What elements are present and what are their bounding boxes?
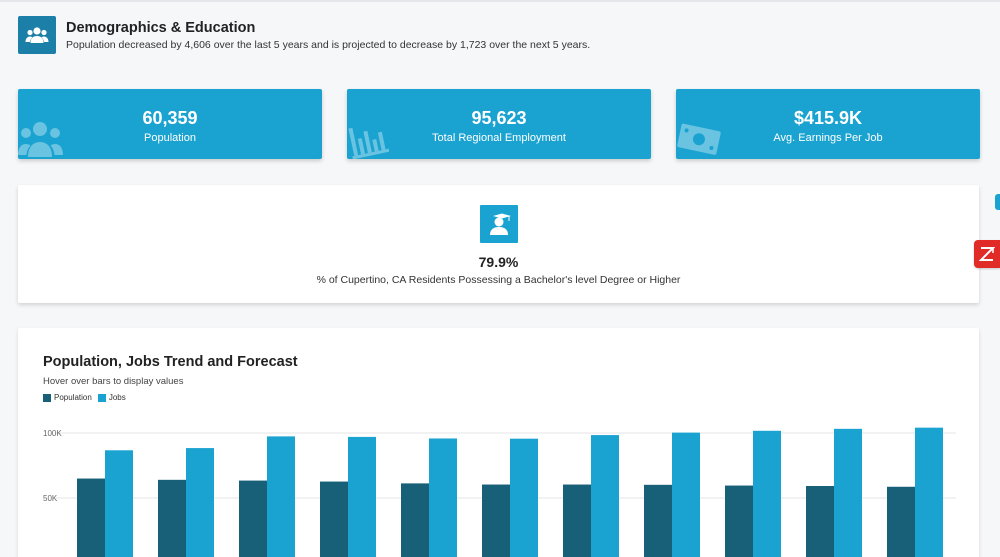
legend-swatch — [97, 393, 106, 402]
bar-jobs[interactable] — [267, 436, 295, 557]
bar-jobs[interactable] — [429, 438, 457, 557]
money-icon — [677, 123, 721, 155]
section-subtitle: Population decreased by 4,606 over the l… — [66, 38, 591, 51]
stat-label: Total Regional Employment — [432, 132, 566, 144]
bar-population[interactable] — [77, 478, 105, 557]
legend-label: Jobs — [108, 393, 126, 402]
bar-jobs[interactable] — [672, 432, 700, 557]
degree-value: 79.9% — [478, 254, 519, 270]
trend-chart: 100K 50K — [43, 427, 956, 557]
bar-population[interactable] — [158, 479, 186, 557]
stat-value: 60,359 — [142, 108, 198, 128]
graduate-icon — [479, 205, 518, 243]
legend-swatch — [43, 393, 51, 402]
trend-chart-card: Population, Jobs Trend and Forecast Hove… — [18, 328, 979, 557]
bar-population[interactable] — [320, 481, 348, 557]
stat-card-employment: 95,623 Total Regional Employment — [347, 89, 651, 159]
chart-subtitle: Hover over bars to display values — [43, 376, 184, 387]
bar-jobs[interactable] — [510, 438, 538, 557]
side-tab[interactable] — [995, 194, 1000, 210]
stat-card-population: 60,359 Population — [18, 89, 322, 159]
legend-item-population[interactable]: Population — [43, 393, 92, 402]
degree-card: 79.9% % of Cupertino, CA Residents Posse… — [18, 185, 979, 303]
stat-label: Population — [144, 132, 196, 144]
bar-jobs[interactable] — [348, 436, 376, 557]
stat-value: 95,623 — [471, 108, 527, 128]
bar-jobs[interactable] — [591, 435, 619, 557]
degree-label: % of Cupertino, CA Residents Possessing … — [316, 274, 681, 286]
bar-jobs[interactable] — [753, 430, 781, 557]
bar-jobs[interactable] — [915, 427, 943, 557]
top-border — [0, 0, 1000, 2]
bar-population[interactable] — [401, 483, 429, 557]
zoom-button[interactable] — [974, 240, 1000, 268]
bar-population[interactable] — [806, 485, 834, 557]
bar-jobs[interactable] — [186, 448, 214, 557]
stat-label: Avg. Earnings Per Job — [773, 132, 883, 144]
stat-value: $415.9K — [793, 108, 863, 128]
bar-population[interactable] — [725, 485, 753, 557]
bar-population[interactable] — [482, 484, 510, 557]
bar-jobs[interactable] — [834, 428, 862, 557]
legend-label: Population — [54, 393, 92, 402]
stat-card-earnings: $415.9K Avg. Earnings Per Job — [676, 89, 980, 159]
bar-population[interactable] — [239, 480, 267, 557]
bar-jobs[interactable] — [105, 450, 133, 557]
section-title: Demographics & Education — [66, 19, 256, 36]
people-icon — [18, 16, 56, 54]
chart-legend: Population Jobs — [43, 393, 132, 402]
bar-chart-icon — [348, 127, 389, 159]
y-tick-label: 50K — [43, 494, 58, 503]
y-tick-label: 100K — [43, 429, 62, 438]
bar-population[interactable] — [887, 486, 915, 557]
expand-icon — [979, 247, 995, 261]
legend-item-jobs[interactable]: Jobs — [97, 393, 126, 402]
chart-title: Population, Jobs Trend and Forecast — [43, 354, 298, 370]
section-header: Demographics & Education Population decr… — [18, 16, 590, 54]
people-icon — [18, 122, 63, 157]
bar-population[interactable] — [644, 484, 672, 557]
bar-population[interactable] — [563, 484, 591, 557]
